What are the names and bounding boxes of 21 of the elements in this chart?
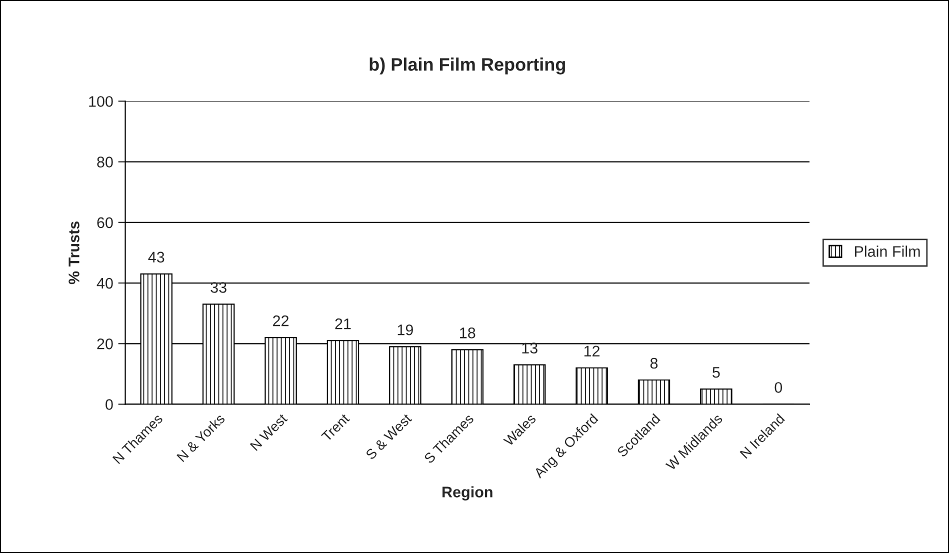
- x-axis-title: Region: [442, 486, 492, 501]
- data-label: 12: [584, 346, 600, 356]
- data-label: 33: [210, 282, 226, 293]
- legend-label: Plain Film: [854, 246, 920, 257]
- data-label: 21: [335, 318, 351, 330]
- y-axis-title: % Trusts: [68, 222, 80, 284]
- data-label: 43: [148, 252, 164, 263]
- data-label: 0: [774, 382, 782, 393]
- y-tick-label: 40: [96, 278, 113, 289]
- data-label: 8: [650, 358, 658, 369]
- chart-title: b) Plain Film Reporting: [370, 58, 565, 74]
- data-label: 5: [712, 367, 720, 378]
- y-tick-label: 20: [97, 338, 113, 350]
- data-label: 13: [522, 342, 538, 354]
- y-tick-label: 80: [97, 156, 113, 168]
- y-tick-label: 100: [89, 96, 113, 107]
- y-tick-label: 60: [97, 217, 113, 228]
- y-tick-label: 0: [106, 399, 113, 410]
- data-label: 18: [460, 328, 476, 338]
- data-label: 19: [398, 324, 413, 336]
- data-label: 22: [273, 315, 289, 326]
